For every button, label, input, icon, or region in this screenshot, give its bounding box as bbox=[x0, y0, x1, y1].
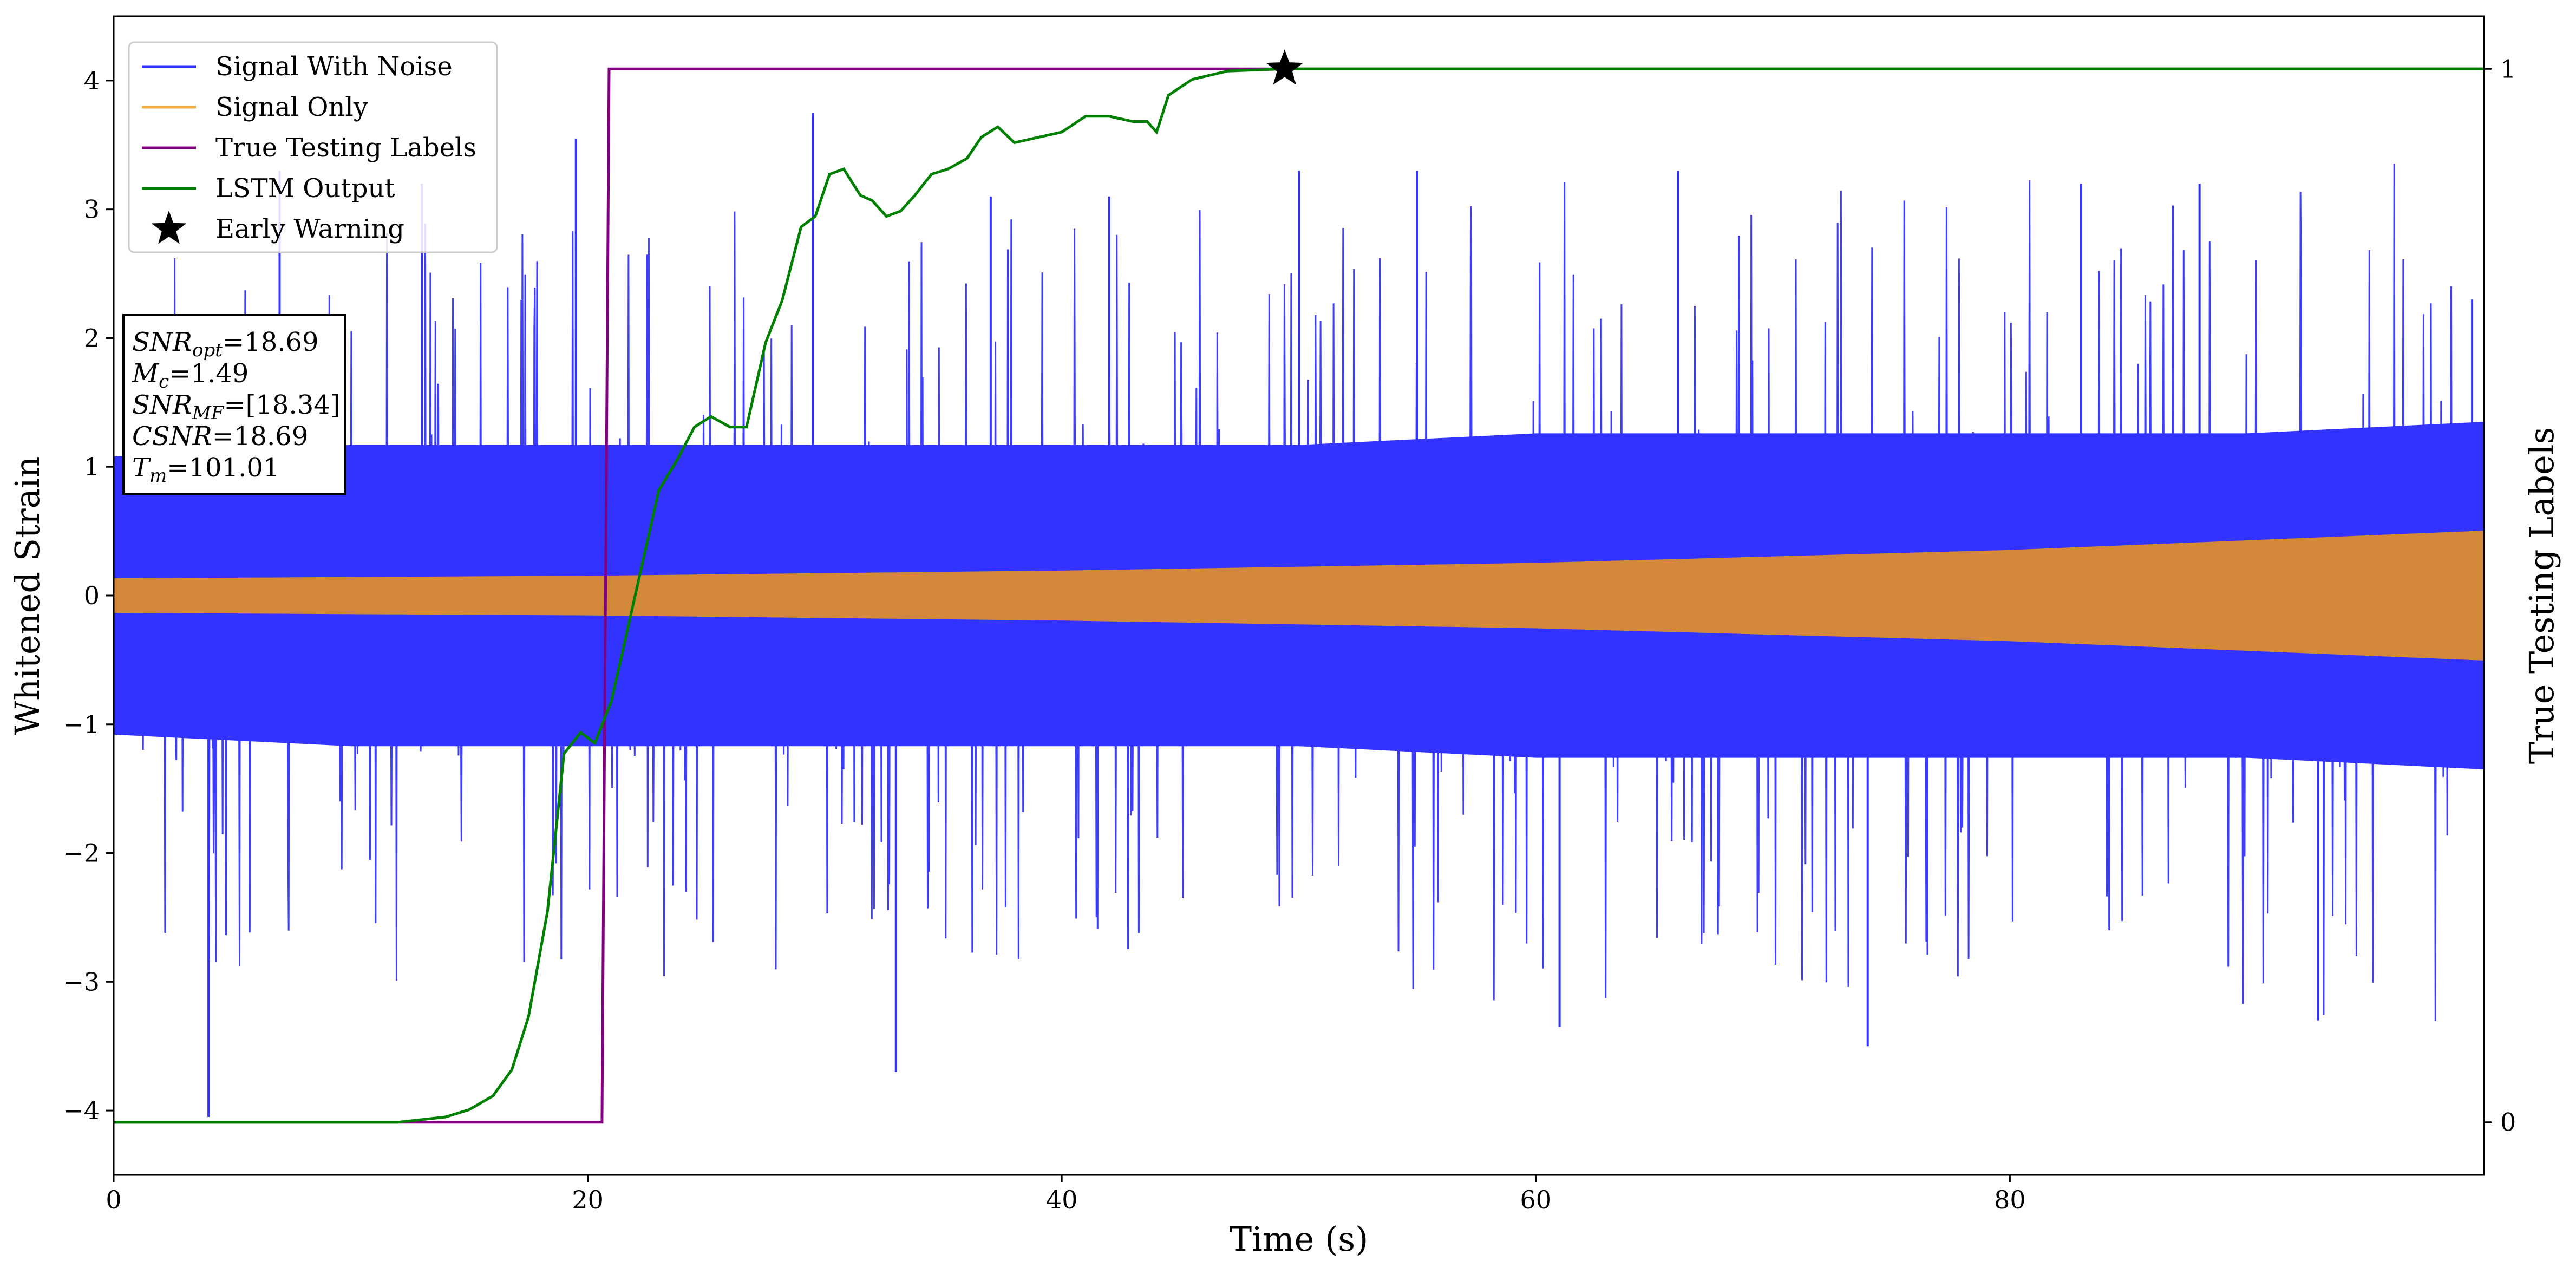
legend-label: LSTM Output bbox=[215, 173, 395, 204]
annotation-box-frame bbox=[122, 314, 346, 495]
early-warning-marker bbox=[1266, 49, 1303, 85]
legend-label: Early Warning bbox=[215, 214, 404, 244]
right-y-tick-label: 1 bbox=[2500, 54, 2516, 83]
annotation-symbol: T bbox=[132, 453, 151, 483]
plot-area bbox=[114, 67, 2484, 1124]
y-tick-label: 2 bbox=[84, 323, 100, 352]
legend-label: True Testing Labels bbox=[215, 133, 476, 163]
annotation-value: =1.49 bbox=[169, 358, 249, 389]
legend-frame bbox=[128, 41, 498, 253]
annotation-symbol: SNR bbox=[132, 390, 192, 420]
legend: Signal With Noise Signal Only True Testing… bbox=[128, 41, 498, 253]
annotation-subscript: c bbox=[159, 371, 169, 393]
y-axis-label: Whitened Strain bbox=[8, 456, 47, 735]
x-tick-label: 0 bbox=[106, 1185, 121, 1214]
annotation-subscript: opt bbox=[192, 339, 223, 361]
signal-only-band bbox=[114, 531, 2484, 661]
annotation-value: =18.69 bbox=[212, 421, 309, 452]
legend-star-swatch bbox=[151, 211, 187, 244]
annotation-line: CSNR=18.69 bbox=[132, 421, 308, 452]
legend-label: Signal With Noise bbox=[215, 51, 453, 82]
annotation-symbol: M bbox=[132, 358, 160, 389]
x-tick-label: 20 bbox=[572, 1185, 604, 1214]
annotation-value: =[18.34] bbox=[224, 390, 340, 420]
y-tick-label: 1 bbox=[84, 452, 100, 481]
annotation-subscript: m bbox=[149, 465, 167, 487]
right-y-tick-label: 0 bbox=[2500, 1108, 2516, 1137]
x-tick-label: 60 bbox=[1520, 1185, 1552, 1214]
annotation-box: SNRopt=18.69Mc=1.49SNRMF=[18.34]CSNR=18.… bbox=[122, 314, 346, 495]
annotation-line: SNRMF=[18.34] bbox=[132, 390, 341, 424]
annotation-symbol: SNR bbox=[132, 327, 192, 357]
x-tick-label: 80 bbox=[1994, 1185, 2026, 1214]
annotation-line: SNRopt=18.69 bbox=[132, 327, 319, 361]
annotation-symbol: CSNR bbox=[132, 421, 212, 452]
x-tick-label: 40 bbox=[1046, 1185, 1078, 1214]
y-tick-label: 3 bbox=[84, 195, 100, 224]
annotation-value: =101.01 bbox=[167, 453, 279, 483]
annotation-value: =18.69 bbox=[223, 327, 319, 357]
annotation-line: Tm=101.01 bbox=[132, 453, 279, 487]
y-tick-label: −3 bbox=[63, 967, 100, 996]
annotation-line: Mc=1.49 bbox=[132, 358, 249, 393]
y-tick-label: −1 bbox=[63, 710, 100, 739]
y-tick-label: −2 bbox=[63, 839, 100, 868]
y-tick-label: 0 bbox=[84, 581, 100, 610]
lstm-output-line bbox=[114, 67, 2484, 1124]
y-tick-label: −4 bbox=[63, 1096, 100, 1125]
annotation-subscript: MF bbox=[192, 402, 225, 424]
y-tick-label: 4 bbox=[84, 66, 100, 95]
x-axis-label: Time (s) bbox=[1230, 1219, 1369, 1259]
right-y-axis-label: True Testing Labels bbox=[2522, 427, 2561, 765]
legend-label: Signal Only bbox=[215, 92, 368, 122]
